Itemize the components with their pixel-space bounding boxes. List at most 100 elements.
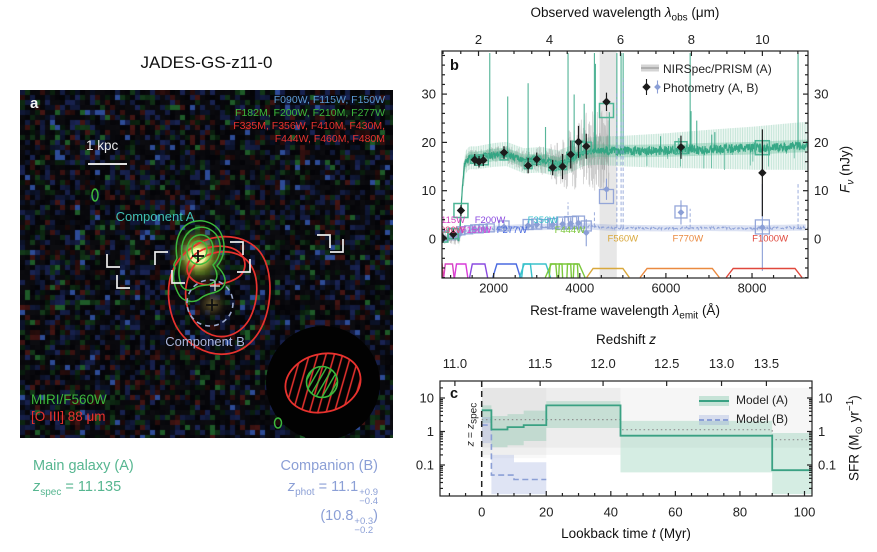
svg-text:F277W: F277W [497, 225, 528, 236]
filter-list-green: F182M, F200W, F210M, F277W [235, 107, 385, 119]
svg-text:0: 0 [429, 232, 436, 247]
svg-text:F356W: F356W [528, 215, 559, 226]
model-b-sfh-line [481, 424, 547, 481]
panel-b-right-axis-label: Fν (nJy) [837, 145, 857, 193]
svg-text:6000: 6000 [651, 281, 680, 296]
panel-a-overlay [88, 163, 380, 438]
svg-text:6: 6 [617, 32, 624, 47]
svg-text:10: 10 [422, 183, 436, 198]
panel-a-letter: a [30, 95, 39, 112]
model-b-band [444, 223, 806, 241]
svg-text:10: 10 [755, 32, 769, 47]
panel-a-image: a F090W, F115W, F150W F182M, F200W, F210… [20, 90, 393, 438]
oiii-88um-label: [O III] 88 μm [31, 409, 106, 424]
svg-text:F444W: F444W [555, 225, 586, 236]
panel-c-right-axis-label: SFR (M⊙ yr−1) [844, 395, 866, 481]
companion-caption: Companion (B) zphot = 11.1 +0.9 −0.4 (10.8… [200, 456, 378, 535]
dotted-sfh-line [481, 419, 812, 441]
svg-text:4000: 4000 [565, 281, 594, 296]
component-a-label: Component A [115, 209, 195, 224]
panel-c-legend-swatches [699, 396, 729, 425]
svg-text:F200W: F200W [475, 215, 506, 226]
svg-text:11.5: 11.5 [528, 356, 552, 371]
model-a-spectrum [457, 141, 808, 242]
svg-text:4: 4 [546, 32, 553, 47]
svg-text:8: 8 [688, 32, 695, 47]
svg-text:0.1: 0.1 [818, 458, 836, 473]
svg-text:20: 20 [814, 135, 828, 150]
main-galaxy-label: Main galaxy (A) [33, 458, 134, 474]
companion-redshift: zphot = 11.1 +0.9 −0.4 [287, 479, 378, 507]
svg-text:13.5: 13.5 [754, 356, 779, 371]
companion-redshift-alt: (10.8 +0.3 −0.2) [320, 508, 378, 536]
svg-text:2: 2 [475, 32, 482, 47]
filter-list-red-1: F335M, F356W, F410M, F430M, [233, 120, 385, 132]
svg-text:F770W: F770W [673, 234, 704, 245]
panel-b-legend-swatches [641, 64, 661, 95]
panel-b-tick-labels: 2000 4000 6000 8000 2 4 6 8 10 0 0 10 10 20 20 30 30 [422, 32, 829, 296]
companion-label: Companion (B) [280, 458, 378, 474]
svg-text:F1000W: F1000W [752, 234, 788, 245]
svg-text:0: 0 [814, 232, 821, 247]
svg-text:12.0: 12.0 [590, 356, 615, 371]
panel-b-bottom-axis-label: Rest-frame wavelength λemit (Å) [530, 303, 720, 322]
miri-beam-icon [305, 365, 339, 399]
svg-text:F150W: F150W [461, 225, 492, 236]
legend-model-b: Model (B) [736, 412, 789, 426]
legend-nirspec-prism: NIRSpec/PRISM (A) [663, 62, 772, 76]
model-a-sfh-band [481, 401, 812, 495]
svg-text:11.0: 11.0 [443, 356, 467, 371]
svg-text:F090W: F090W [434, 225, 465, 236]
component-b-aperture [186, 279, 234, 327]
svg-text:2000: 2000 [479, 281, 508, 296]
svg-text:10: 10 [818, 391, 832, 406]
svg-text:0: 0 [478, 505, 485, 520]
svg-text:13.0: 13.0 [709, 356, 734, 371]
legend-photometry: Photometry (A, B) [663, 81, 759, 95]
miri-f560w-label: MIRI/F560W [31, 392, 107, 407]
svg-text:80: 80 [733, 505, 747, 520]
svg-text:30: 30 [814, 87, 828, 102]
panel-c-top-axis-label: Redshift z [595, 332, 657, 347]
model-a-sfh-line [481, 404, 812, 472]
svg-text:1: 1 [427, 424, 434, 439]
panel-c-bottom-axis-label: Lookback time t (Myr) [561, 526, 691, 541]
svg-text:10: 10 [814, 183, 828, 198]
filter-list-red-2: F444W, F460M, F480M [274, 133, 385, 145]
position-crosses [192, 250, 220, 311]
svg-text:1: 1 [818, 424, 825, 439]
svg-text:0.1: 0.1 [416, 458, 434, 473]
svg-text:10: 10 [420, 391, 434, 406]
component-b-label: Component B [165, 334, 245, 349]
scalebar-label: 1 kpc [86, 138, 119, 153]
beam-ellipses [266, 326, 380, 438]
svg-text:12.5: 12.5 [654, 356, 679, 371]
svg-text:60: 60 [668, 505, 682, 520]
svg-text:30: 30 [422, 87, 436, 102]
panel-c-letter: c [450, 386, 459, 402]
panel-c-axes [439, 380, 813, 497]
svg-text:20: 20 [422, 135, 436, 150]
main-galaxy-caption: Main galaxy (A) zspec = 11.135 [33, 456, 134, 503]
zspec-vline-label: z = zspec [464, 402, 480, 447]
panel-b-letter: b [450, 58, 459, 74]
figure-title: JADES-GS-z11-0 [140, 53, 273, 72]
panel-b-top-axis-label: Observed wavelength λobs (μm) [530, 5, 720, 24]
legend-model-a: Model (A) [736, 393, 789, 407]
svg-text:8000: 8000 [738, 281, 767, 296]
svg-text:100: 100 [794, 505, 816, 520]
model-b-sfh-band [481, 417, 547, 495]
svg-text:40: 40 [604, 505, 618, 520]
svg-text:F560W: F560W [608, 234, 639, 245]
corner-brackets [106, 234, 344, 289]
panel-b-axes [441, 50, 809, 279]
model-a-band-inner [458, 139, 808, 245]
svg-text:20: 20 [539, 505, 553, 520]
main-galaxy-redshift: zspec = 11.135 [33, 479, 122, 498]
panel-a-filter-list: F090W, F115W, F150W F182M, F200W, F210M,… [233, 94, 385, 146]
